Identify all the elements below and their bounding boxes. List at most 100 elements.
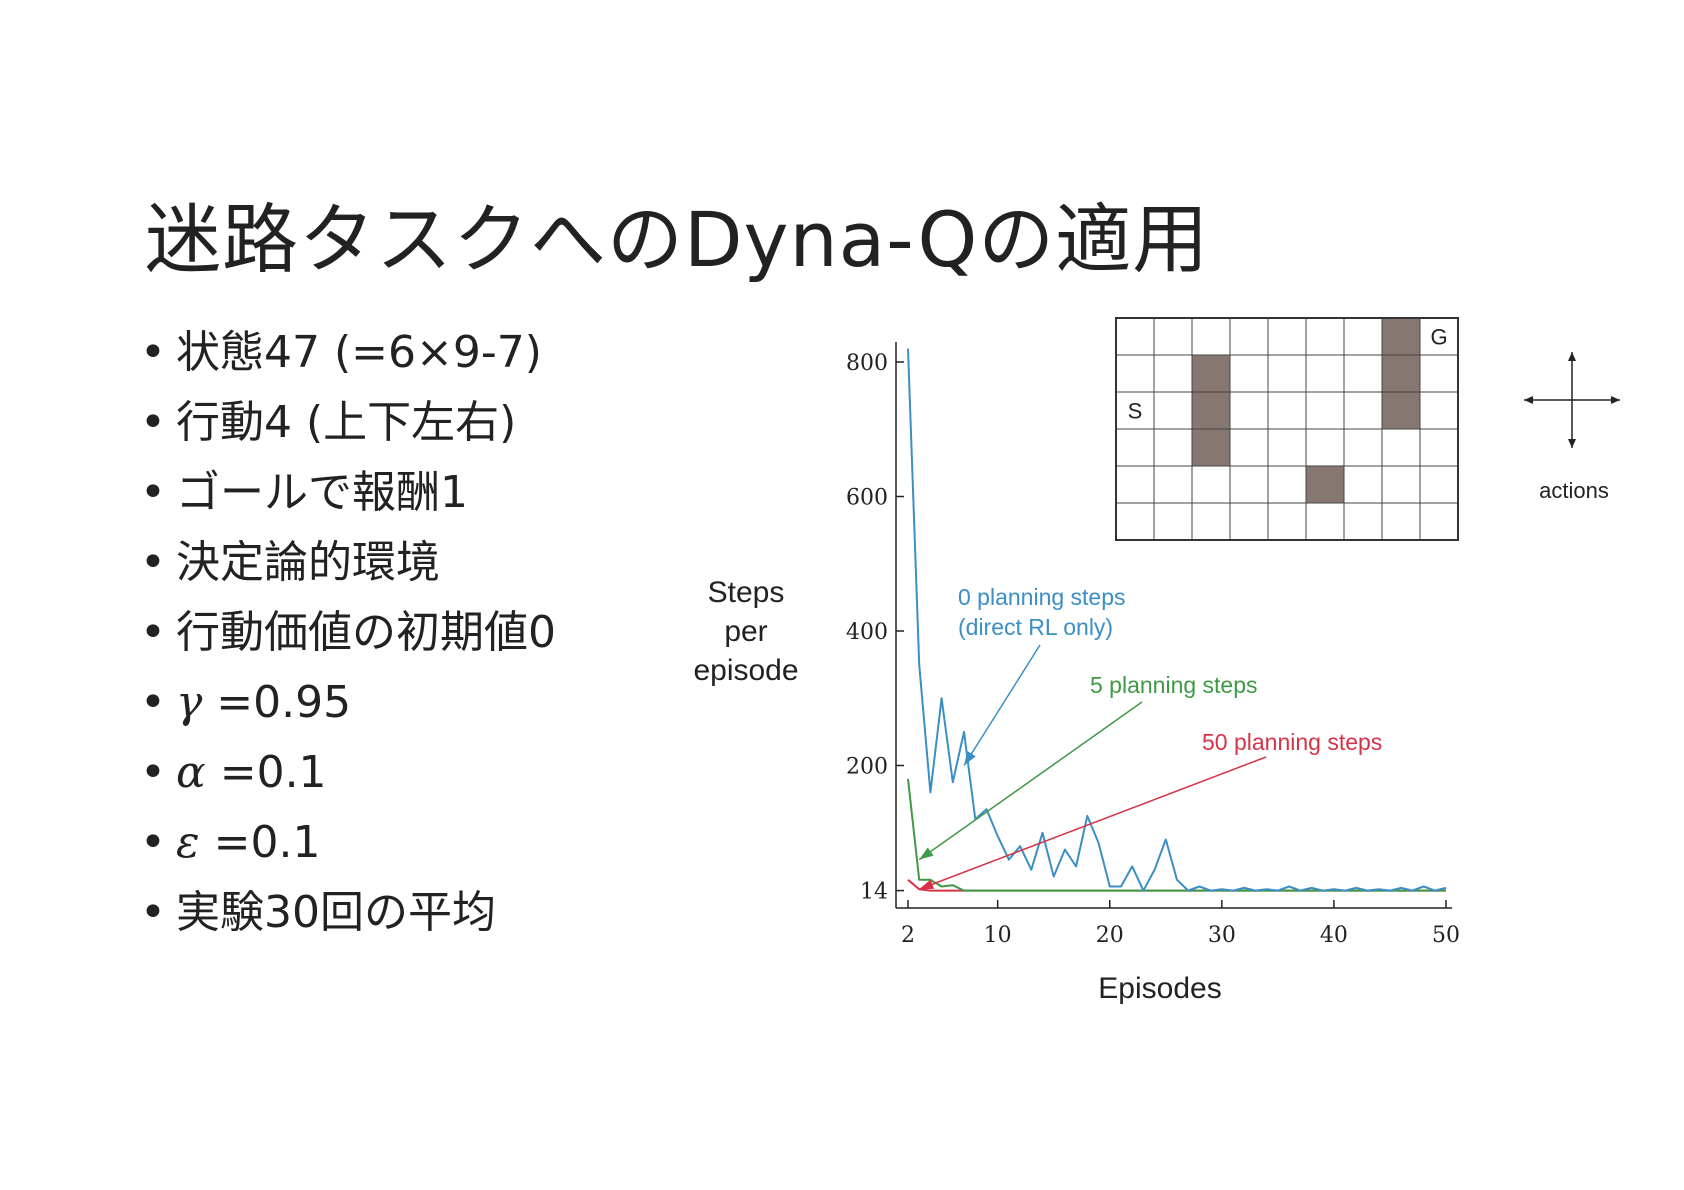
y-tick-label: 400 [846, 620, 888, 645]
chart-annotations: 0 planning steps (direct RL only) 5 planni… [918, 584, 1382, 890]
maze-cell [1153, 428, 1193, 467]
actions-diagram: actions [1524, 352, 1620, 503]
bullet-symbol: γ [176, 677, 203, 728]
x-tick-label: 50 [1432, 923, 1460, 948]
maze-cell [1229, 391, 1269, 430]
maze-cell [1381, 465, 1421, 504]
y-tick-label: 600 [846, 486, 888, 511]
y-axis-label-line: per [724, 615, 767, 648]
maze-grid: SG [1115, 317, 1459, 541]
annotation-label: (direct RL only) [958, 614, 1113, 640]
maze-cell [1229, 428, 1269, 467]
bullet-item: • γ =0.95 [140, 668, 556, 738]
maze-wall-cell [1191, 428, 1231, 467]
maze-wall-cell [1191, 391, 1231, 430]
bullet-list: • 状態47 (=6×9-7) • 行動4 (上下左右) • ゴールで報酬1 • 決定論… [140, 318, 556, 948]
y-tick-label: 800 [846, 351, 888, 376]
x-tick-label: 10 [984, 923, 1012, 948]
series-line-0-planning [907, 348, 1447, 892]
bullet-item: • 状態47 (=6×9-7) [140, 318, 556, 388]
maze-cell [1267, 317, 1307, 356]
bullet-item: • 行動価値の初期値0 [140, 598, 556, 668]
page-title: 迷路タスクへのDyna-Qの適用 [145, 195, 1210, 284]
x-axis-label: Episodes [1098, 972, 1221, 1005]
arrow-left-icon [1524, 396, 1533, 404]
bullet-item: • 実験30回の平均 [140, 878, 556, 948]
bullet-item: • ε =0.1 [140, 808, 556, 878]
maze-wall-cell [1381, 354, 1421, 393]
maze-cell [1343, 465, 1383, 504]
bullet-dot: • [140, 817, 166, 868]
bullet-text: 行動4 (上下左右) [176, 397, 517, 448]
bullet-symbol: ε [176, 817, 200, 868]
maze-cell [1305, 354, 1345, 393]
annotation-label: 0 planning steps [958, 584, 1126, 610]
x-tick-label: 30 [1208, 923, 1236, 948]
maze-cell [1191, 317, 1231, 356]
bullet-item: • 行動4 (上下左右) [140, 388, 556, 458]
bullet-item: • 決定論的環境 [140, 528, 556, 598]
maze-cell [1115, 428, 1155, 467]
maze-cell [1343, 317, 1383, 356]
y-axis-label-line: episode [693, 654, 798, 687]
annotation-arrow-line [963, 644, 1041, 766]
maze-wall-cell [1381, 317, 1421, 356]
maze-cell [1115, 502, 1155, 541]
annotation-label: 50 planning steps [1202, 729, 1382, 755]
maze-cell [1229, 465, 1269, 504]
maze-cell [1305, 502, 1345, 541]
arrow-down-icon [1568, 439, 1576, 448]
bullet-symbol: α [176, 747, 206, 798]
maze-cell [1191, 465, 1231, 504]
maze-cell [1153, 354, 1193, 393]
bullet-dot: • [140, 747, 166, 798]
actions-label: actions [1539, 478, 1609, 503]
maze-cell [1267, 502, 1307, 541]
maze-cell [1343, 391, 1383, 430]
bullet-dot: • [140, 397, 166, 448]
bullet-text: 決定論的環境 [176, 537, 440, 588]
annotation-arrowhead-icon [919, 847, 934, 860]
maze-cell [1153, 391, 1193, 430]
maze-border [1115, 317, 1459, 541]
series-line-50-planning [907, 879, 1446, 892]
maze-cell [1267, 428, 1307, 467]
bullet-dot: • [140, 607, 166, 658]
bullet-dot: • [140, 327, 166, 378]
maze-cell [1343, 354, 1383, 393]
maze-wall-cell [1305, 465, 1345, 504]
x-tick-label: 2 [901, 923, 915, 948]
bullet-item: • α =0.1 [140, 738, 556, 808]
maze-cell [1267, 465, 1307, 504]
annotation-label: 5 planning steps [1090, 672, 1258, 698]
maze-cell [1229, 354, 1269, 393]
maze-cell [1343, 428, 1383, 467]
chart-series [907, 348, 1447, 892]
maze-cell [1229, 317, 1269, 356]
maze-cell [1343, 502, 1383, 541]
bullet-text: 状態47 (=6×9-7) [176, 327, 542, 378]
bullet-text: =0.95 [202, 677, 352, 728]
y-tick-label: 14 [860, 880, 888, 905]
maze-cell [1419, 391, 1459, 430]
bullet-text: =0.1 [205, 747, 327, 798]
maze-cell [1267, 354, 1307, 393]
maze-cell [1115, 317, 1155, 356]
maze-cell [1419, 354, 1459, 393]
maze-cell [1419, 465, 1459, 504]
maze-goal-label: G [1430, 325, 1447, 350]
series-line-5-planning [907, 778, 1446, 892]
maze-cell [1115, 354, 1155, 393]
x-tick-label: 40 [1320, 923, 1348, 948]
maze-cell [1381, 428, 1421, 467]
arrow-right-icon [1611, 396, 1620, 404]
maze-cell [1115, 465, 1155, 504]
bullet-item: • ゴールで報酬1 [140, 458, 556, 528]
bullet-text: ゴールで報酬1 [176, 467, 468, 518]
maze-cell [1229, 502, 1269, 541]
arrow-up-icon [1568, 352, 1576, 361]
maze-cell [1153, 317, 1193, 356]
annotation-arrowhead-icon [964, 750, 976, 766]
bullet-text: 実験30回の平均 [176, 887, 496, 938]
